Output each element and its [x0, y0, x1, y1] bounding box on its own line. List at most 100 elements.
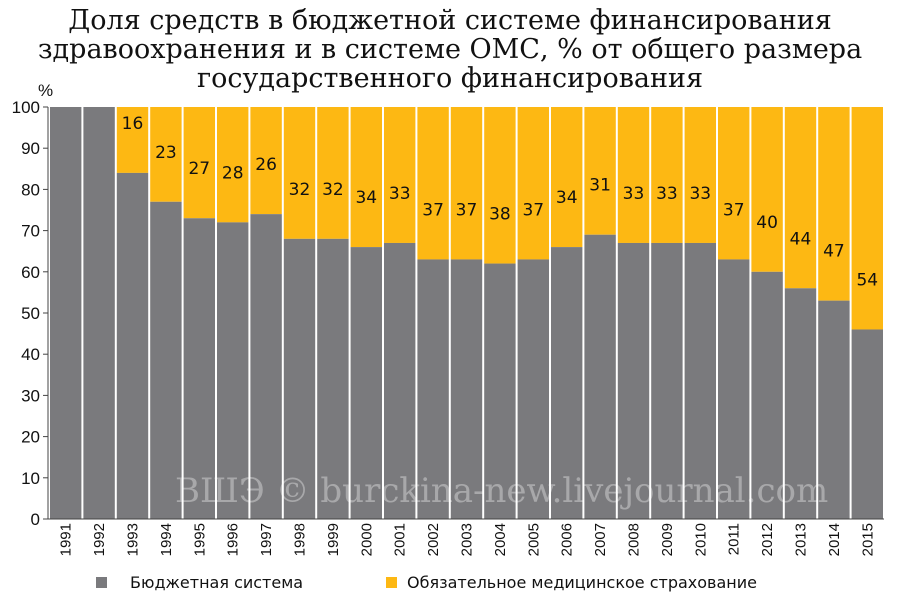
bar-budget-2004 — [484, 263, 516, 519]
x-tick-label-2012: 2012 — [759, 523, 776, 556]
bar-oms-2007 — [584, 107, 616, 235]
x-tick-label-1993: 1993 — [125, 523, 142, 556]
bar-budget-2009 — [651, 242, 683, 519]
x-tick-label-2008: 2008 — [626, 523, 643, 556]
bar-budget-1991 — [50, 107, 82, 519]
bar-budget-2003 — [450, 259, 483, 519]
bar-budget-2001 — [384, 242, 416, 519]
y-tick-label-80: 80 — [21, 180, 40, 199]
data-label-oms-2006: 34 — [556, 188, 578, 208]
x-tick-label-2007: 2007 — [592, 523, 609, 556]
x-tick-label-2000: 2000 — [358, 523, 375, 556]
bar-budget-2008 — [617, 242, 650, 519]
x-tick-label-1995: 1995 — [191, 523, 208, 556]
y-tick-label-50: 50 — [21, 304, 40, 323]
bar-oms-1993 — [116, 107, 149, 173]
bar-budget-2007 — [584, 234, 616, 519]
x-tick-label-2004: 2004 — [492, 523, 509, 556]
bar-budget-2012 — [751, 271, 783, 519]
bar-budget-1994 — [150, 201, 182, 519]
legend-label-budget: Бюджетная система — [130, 573, 303, 592]
x-tick-label-1999: 1999 — [325, 523, 342, 556]
bar-oms-1997 — [250, 107, 282, 215]
data-label-oms-2008: 33 — [623, 184, 645, 204]
data-label-oms-2010: 33 — [689, 184, 711, 204]
bar-oms-1999 — [317, 107, 349, 239]
data-label-oms-1998: 32 — [289, 180, 311, 200]
chart-title: Доля средств в бюджетной системе финанси… — [37, 5, 863, 94]
bar-budget-2014 — [818, 300, 850, 519]
data-label-oms-2009: 33 — [656, 184, 678, 204]
data-label-oms-1999: 32 — [322, 180, 344, 200]
bar-budget-2000 — [350, 247, 382, 519]
data-label-oms-1997: 26 — [255, 155, 277, 175]
bar-budget-2010 — [684, 242, 716, 519]
data-label-oms-2011: 37 — [723, 200, 745, 220]
data-label-oms-2012: 40 — [756, 213, 778, 233]
data-label-oms-2015: 54 — [856, 270, 878, 290]
bar-oms-2003 — [450, 107, 483, 260]
data-label-oms-2014: 47 — [823, 242, 845, 262]
x-tick-label-1997: 1997 — [258, 523, 275, 556]
bar-budget-2015 — [851, 329, 883, 519]
y-tick-label-0: 0 — [31, 510, 40, 529]
y-tick-label-70: 70 — [21, 222, 40, 241]
bar-oms-1996 — [217, 107, 249, 223]
data-label-oms-2003: 37 — [456, 200, 478, 220]
bar-oms-2008 — [617, 107, 650, 243]
legend-swatch-oms — [386, 577, 397, 588]
bar-oms-2001 — [384, 107, 416, 243]
bar-oms-1995 — [183, 107, 215, 219]
x-tick-label-2015: 2015 — [859, 523, 876, 556]
bar-budget-2011 — [718, 259, 750, 519]
bar-budget-2005 — [517, 259, 549, 519]
y-tick-label-40: 40 — [21, 345, 40, 364]
bar-oms-1994 — [150, 107, 182, 202]
bar-budget-1993 — [116, 172, 149, 520]
bar-budget-1999 — [317, 238, 349, 519]
bar-oms-2012 — [751, 107, 783, 272]
bar-oms-2014 — [818, 107, 850, 301]
bar-oms-2015 — [851, 107, 883, 330]
legend-swatch-budget — [96, 577, 107, 588]
bar-oms-2002 — [417, 107, 449, 260]
bar-oms-2009 — [651, 107, 683, 243]
x-tick-label-1998: 1998 — [292, 523, 309, 556]
bar-budget-1992 — [83, 107, 115, 519]
data-label-oms-2002: 37 — [422, 200, 444, 220]
data-label-oms-2005: 37 — [522, 200, 544, 220]
watermark-text: ВШЭ © burckina-new.livejournal.com — [175, 471, 828, 511]
x-tick-label-2011: 2011 — [726, 523, 743, 555]
x-tick-label-2006: 2006 — [559, 523, 576, 556]
bar-budget-1996 — [217, 222, 249, 520]
data-label-oms-2004: 38 — [489, 205, 511, 225]
x-tick-label-2010: 2010 — [692, 523, 709, 556]
y-axis: 0 10 20 30 40 50 60 70 80 90 100 — [12, 98, 49, 529]
legend: Бюджетная система Обязательное медицинск… — [96, 573, 757, 592]
bar-oms-2004 — [484, 107, 516, 264]
legend-label-oms: Обязательное медицинское страхование — [407, 573, 757, 592]
bar-oms-2000 — [350, 107, 382, 248]
bar-oms-2013 — [784, 107, 817, 289]
bar-budget-1998 — [283, 238, 316, 519]
x-tick-label-2002: 2002 — [425, 523, 442, 556]
data-label-oms-1995: 27 — [188, 159, 210, 179]
data-label-oms-1996: 28 — [222, 163, 244, 183]
bar-budget-1997 — [250, 214, 282, 519]
x-tick-label-2013: 2013 — [793, 523, 810, 556]
bar-oms-1998 — [283, 107, 316, 239]
data-label-oms-2013: 44 — [790, 229, 812, 249]
y-tick-label-100: 100 — [12, 98, 40, 117]
x-tick-label-1992: 1992 — [91, 523, 108, 556]
y-axis-unit-label: % — [38, 81, 53, 100]
x-axis: 1991 1992 1993 1994 1995 1996 1997 1998 1999 2000… — [48, 518, 884, 556]
y-tick-label-30: 30 — [21, 386, 40, 405]
data-label-oms-2000: 34 — [355, 188, 377, 208]
x-tick-label-2014: 2014 — [826, 523, 843, 556]
bar-oms-2011 — [718, 107, 750, 260]
bar-oms-2010 — [684, 107, 716, 243]
data-label-oms-2007: 31 — [589, 176, 611, 196]
x-tick-label-2001: 2001 — [392, 523, 409, 556]
data-labels-group: 16 23 27 28 26 32 32 34 33 37 37 38 37 34 31 33 33 33 37 40… — [122, 114, 878, 291]
